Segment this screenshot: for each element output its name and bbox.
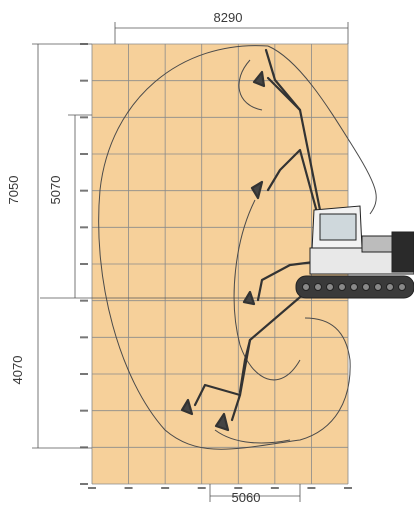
axis-tick <box>270 487 279 489</box>
axis-tick <box>307 487 316 489</box>
axis-tick <box>80 79 88 82</box>
axis-tick <box>124 487 133 489</box>
grid-lines <box>91 43 349 485</box>
axis-tick <box>80 336 88 339</box>
total-height-label: 7050 <box>6 176 21 205</box>
track-roller <box>398 283 406 291</box>
dimension-lines <box>32 22 349 502</box>
counterweight <box>391 231 414 273</box>
excavator-machine <box>295 205 414 299</box>
reach-curve-bottom <box>214 429 291 444</box>
track-roller <box>386 283 394 291</box>
cab-window <box>319 213 357 241</box>
working-range-envelope <box>98 45 351 450</box>
axis-tick <box>88 487 96 489</box>
axis-tick <box>80 226 88 229</box>
axis-tick <box>80 373 88 375</box>
track-roller <box>338 283 346 291</box>
axis-tick <box>161 487 170 489</box>
track-roller <box>350 283 358 291</box>
bottom-width-label: 5060 <box>232 490 261 505</box>
track-roller <box>362 283 370 291</box>
axis-tick <box>80 299 88 302</box>
axis-tick <box>80 153 88 155</box>
track-roller <box>302 283 310 291</box>
track-roller <box>314 283 322 291</box>
overall-width-label: 8290 <box>214 10 243 25</box>
axis-tick <box>197 487 206 489</box>
reach-curve-left <box>238 59 263 111</box>
axis-tick <box>80 409 88 412</box>
axis-tick <box>80 263 88 265</box>
track-roller <box>374 283 382 291</box>
axis-tick <box>344 487 352 489</box>
track-rollers <box>302 283 406 291</box>
axis-tick <box>80 116 88 119</box>
axis-tick <box>80 483 88 485</box>
upper-height-label: 5070 <box>48 176 63 205</box>
boom-arm-positions <box>180 48 332 432</box>
axis-tick <box>80 189 88 192</box>
inner-range-curve <box>267 45 377 215</box>
axis-tick <box>234 487 243 489</box>
axis-tick <box>80 446 88 449</box>
reach-curve-lower <box>233 199 301 381</box>
lower-depth-label: 4070 <box>10 356 25 385</box>
track-roller <box>326 283 334 291</box>
